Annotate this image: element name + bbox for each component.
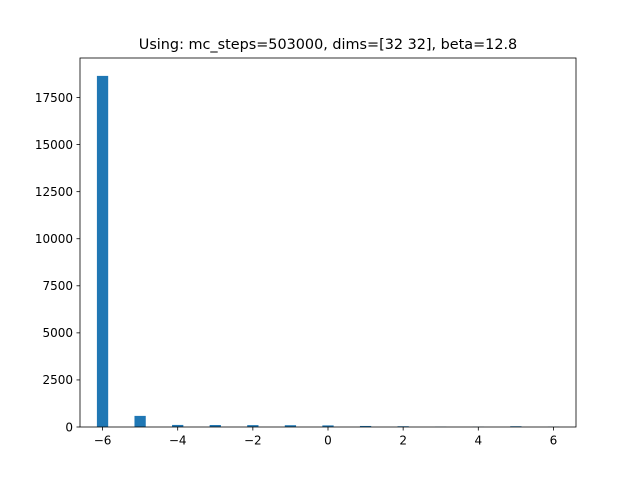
histogram-bar [96, 75, 109, 427]
x-axis: −6 −4 −2 0 2 4 6 [94, 427, 558, 448]
x-tick-label: −4 [169, 434, 187, 448]
y-tick-label: 17500 [35, 91, 73, 105]
histogram-bar [134, 415, 146, 427]
histogram-bar [284, 425, 297, 427]
y-tick-label: 12500 [35, 185, 73, 199]
histogram-bar [209, 425, 221, 427]
y-axis: 0 2500 5000 7500 10000 12500 15000 17500 [35, 91, 80, 434]
y-tick-label: 10000 [35, 232, 73, 246]
y-tick-label: 7500 [42, 279, 73, 293]
x-tick-label: 0 [324, 434, 332, 448]
plot-frame [79, 57, 577, 428]
x-tick-label: 4 [474, 434, 482, 448]
x-tick-label: 6 [550, 434, 558, 448]
x-tick-label: −2 [244, 434, 262, 448]
histogram-bar [247, 425, 259, 427]
chart-title: Using: mc_steps=503000, dims=[32 32], be… [139, 37, 517, 53]
histogram-bar [172, 424, 184, 427]
y-tick-label: 5000 [42, 326, 73, 340]
x-tick-label: −6 [94, 434, 112, 448]
histogram-bar [359, 425, 372, 427]
y-tick-label: 2500 [42, 373, 73, 387]
histogram-bar [322, 425, 334, 427]
x-tick-label: 2 [399, 434, 407, 448]
y-tick-label: 15000 [35, 138, 73, 152]
y-tick-label: 0 [65, 420, 73, 434]
